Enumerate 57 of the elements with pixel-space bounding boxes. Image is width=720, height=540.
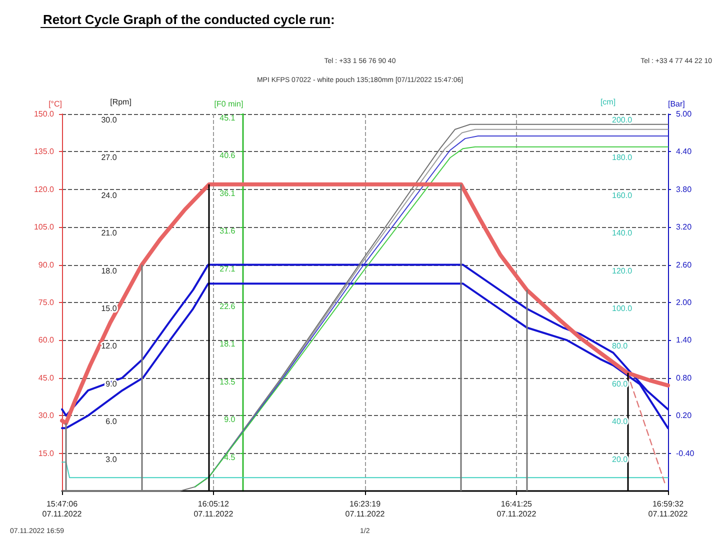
y2-tick-label: 31.6 [220,226,236,236]
annotation: 12.0 [101,342,118,351]
annotation: 200.0 [612,116,633,124]
y-tick-label: 75.0 [38,298,55,307]
annotation: 180.0 [612,153,633,162]
y2-tick-label: 22.6 [220,302,236,311]
y-tick-label: 150.0 [34,110,55,118]
y2-tick-label: 27.1 [220,264,236,274]
annotation: 30.0 [101,116,118,124]
annotation: 3.0 [106,454,118,464]
annotation: 21.0 [101,228,118,238]
y-tick-label: 30.0 [38,411,55,420]
annotation: 140.0 [612,228,633,238]
x-tick-label: 16:23:19 07.11.2022 [345,500,386,518]
annotation: 100.0 [612,304,633,313]
x-tick-label: 16:59:32 07.11.2022 [648,500,688,518]
y3-tick-label: 5.00 [676,110,692,118]
y2-axis-title: [F0 min] [214,100,244,108]
annotation: 160.0 [612,190,633,200]
y-tick-label: 45.0 [38,373,55,382]
y-tick-label: 90.0 [38,260,55,270]
y2-tick-label: 18.1 [220,340,236,349]
y-tick-label: 135.0 [34,147,55,156]
y2-tick-label: 4.5 [224,452,236,462]
annotation: 18.0 [101,266,118,276]
y-tick-label: 15.0 [38,448,55,458]
annotation: 15.0 [101,304,118,313]
y2-tick-label: 13.5 [220,377,236,386]
x-tick-label: 15:47:06 07.11.2022 [42,500,82,518]
x-tick-label: 16:05:12 07.11.2022 [194,500,234,518]
y-axis-title: [°C] [48,100,62,108]
y3-tick-label: 3.80 [676,184,692,194]
y3-tick-label: 3.20 [676,222,692,232]
y3-axis-title: [Bar] [668,100,685,108]
y-tick-label: 105.0 [34,222,55,232]
y3-tick-label: 4.40 [676,147,692,156]
text: [Rpm] [110,98,132,106]
y3-tick-label: 1.40 [676,336,692,345]
y3-tick-label: 0.20 [676,411,692,420]
y3-tick-label: 0.80 [676,373,692,382]
chart-title: Retort Cycle Graph of the conducted cycle run: [43,12,335,27]
text: [cm] [600,98,616,106]
annotation: 6.0 [106,417,118,426]
y-tick-label: 60.0 [38,336,55,345]
y-tick-label: 120.0 [34,184,55,194]
annotation: 24.0 [101,190,118,200]
annotation: 80.0 [612,342,628,351]
y2-tick-label: 45.1 [220,114,236,122]
annotation: 120.0 [612,266,633,276]
x-tick-label: 16:41:25 07.11.2022 [496,500,537,518]
y2-tick-label: 9.0 [224,415,236,424]
y3-tick-label: 2.60 [676,260,692,270]
annotation: 27.0 [101,153,118,162]
y2-tick-label: 36.1 [220,188,236,198]
y3-tick-label: -0.40 [676,448,695,458]
y2-tick-label: 40.6 [220,151,236,160]
y3-tick-label: 2.00 [676,298,692,307]
